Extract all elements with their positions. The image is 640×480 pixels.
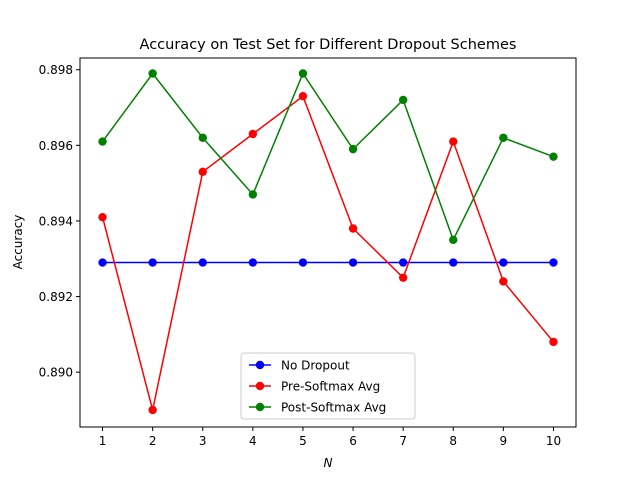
plot-area-frame [79, 57, 577, 428]
legend-label-pre-softmax-avg: Pre-Softmax Avg [281, 380, 380, 394]
x-tick-label: 9 [500, 434, 508, 448]
y-tick-label: 0.898 [39, 63, 73, 77]
data-point-post-softmax-avg [98, 137, 107, 146]
data-point-no-dropout [198, 258, 207, 267]
legend-label-post-softmax-avg: Post-Softmax Avg [281, 401, 386, 415]
series-line-pre-softmax-avg [101, 94, 555, 411]
legend-marker-no-dropout [255, 360, 265, 370]
legend-frame [240, 352, 416, 420]
data-point-pre-softmax-avg [98, 212, 107, 222]
x-tick-label: 10 [546, 434, 561, 448]
legend-marker-pre-softmax-avg [255, 381, 265, 391]
x-tick-label: 2 [149, 434, 157, 448]
data-point-post-softmax-avg [248, 190, 258, 199]
data-point-pre-softmax-avg [549, 337, 558, 347]
x-axis-label: N [324, 456, 333, 470]
data-point-no-dropout [298, 258, 308, 267]
data-point-no-dropout [148, 258, 157, 267]
data-point-pre-softmax-avg [348, 224, 358, 233]
series-layer [98, 69, 558, 415]
data-point-no-dropout [98, 258, 107, 267]
x-axis: 1 2 3 4 5 6 7 8 9 10 [99, 427, 561, 448]
data-point-no-dropout [449, 258, 458, 267]
x-tick-label: 3 [199, 434, 207, 448]
legend-marker-post-softmax-avg [255, 402, 265, 412]
y-tick-label: 0.894 [39, 214, 73, 228]
data-point-pre-softmax-avg [148, 405, 157, 415]
data-point-post-softmax-avg [198, 133, 207, 142]
y-tick-label: 0.896 [39, 139, 73, 153]
x-tick-label: 6 [349, 434, 357, 448]
chart-title: Accuracy on Test Set for Different Dropo… [140, 37, 517, 53]
data-point-no-dropout [398, 258, 408, 267]
data-point-pre-softmax-avg [298, 91, 308, 101]
y-tick-label: 0.890 [39, 366, 73, 380]
data-point-pre-softmax-avg [398, 273, 408, 282]
data-point-no-dropout [248, 258, 258, 267]
legend: No Dropout Pre-Softmax Avg Post-Softmax Av… [240, 352, 416, 420]
series-line-post-softmax-avg [101, 71, 554, 242]
data-point-no-dropout [549, 258, 558, 267]
data-point-post-softmax-avg [449, 235, 458, 245]
x-tick-label: 8 [449, 434, 457, 448]
data-point-post-softmax-avg [398, 95, 408, 105]
data-point-post-softmax-avg [499, 133, 508, 142]
data-point-pre-softmax-avg [449, 137, 458, 146]
data-point-post-softmax-avg [348, 144, 358, 154]
x-tick-label: 4 [249, 434, 257, 448]
data-point-no-dropout [348, 258, 358, 267]
y-tick-label: 0.892 [39, 290, 73, 304]
data-point-pre-softmax-avg [248, 129, 258, 139]
data-point-pre-softmax-avg [198, 167, 207, 177]
x-tick-label: 7 [399, 434, 407, 448]
legend-label-no-dropout: No Dropout [281, 359, 350, 373]
data-point-pre-softmax-avg [499, 277, 508, 286]
data-point-post-softmax-avg [148, 69, 157, 78]
data-point-post-softmax-avg [298, 69, 308, 78]
x-tick-label: 1 [99, 434, 107, 448]
y-axis: 0.890 0.892 0.894 0.896 0.898 [39, 63, 80, 380]
data-point-no-dropout [499, 258, 508, 267]
legend-entries: No Dropout Pre-Softmax Avg Post-Softmax Av… [249, 359, 386, 415]
data-point-post-softmax-avg [549, 152, 558, 161]
y-axis-label: Accuracy [11, 215, 25, 270]
x-tick-label: 5 [299, 434, 307, 448]
